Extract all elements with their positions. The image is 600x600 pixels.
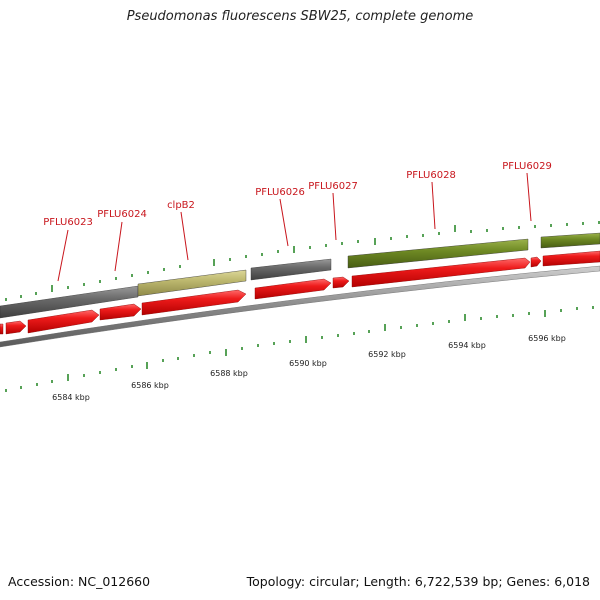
- cds-arrow-8[interactable]: [351, 257, 531, 288]
- accession-text: Accession: NC_012660: [8, 574, 151, 589]
- cds-arrows: [0, 250, 600, 335]
- pointer-clpb2: [180, 211, 189, 261]
- pointer-pflu6023: [57, 229, 69, 282]
- gene-pointer-lines: [57, 172, 532, 282]
- pointer-pflu6026: [279, 198, 289, 247]
- cds-arrow-1[interactable]: [0, 323, 4, 335]
- scale-label-6596: 6596 kbp: [528, 334, 566, 343]
- cds-arrow-2[interactable]: [5, 320, 27, 335]
- pointer-pflu6027: [332, 192, 337, 241]
- gene-bar-clpb2[interactable]: [137, 269, 247, 297]
- cds-arrow-10[interactable]: [542, 250, 600, 267]
- pointer-pflu6029: [526, 172, 532, 222]
- pointer-pflu6028: [431, 181, 436, 230]
- gene-bar-pflu6028[interactable]: [347, 238, 529, 269]
- cds-arrow-6[interactable]: [254, 278, 332, 300]
- gene-label-pflu6028[interactable]: PFLU6028: [406, 170, 456, 181]
- map-title: Pseudomonas fluorescens SBW25, complete …: [126, 9, 474, 24]
- genome-summary-text: Topology: circular; Length: 6,722,539 bp…: [246, 574, 590, 589]
- cds-arrow-7[interactable]: [332, 276, 350, 289]
- cds-arrow-5[interactable]: [141, 289, 247, 316]
- scale-label-6584: 6584 kbp: [52, 393, 90, 402]
- gene-label-pflu6029[interactable]: PFLU6029: [502, 161, 552, 172]
- cds-arrow-3[interactable]: [27, 309, 100, 334]
- scale-labels: 6584 kbp 6586 kbp 6588 kbp 6590 kbp 6592…: [52, 334, 566, 402]
- gene-bar-pflu6030[interactable]: [540, 232, 600, 249]
- scale-label-6586: 6586 kbp: [131, 381, 169, 390]
- scale-tick-row: [5, 306, 594, 392]
- gene-label-pflu6027[interactable]: PFLU6027: [308, 181, 358, 192]
- cds-arrow-4[interactable]: [99, 303, 142, 321]
- gene-label-pflu6026[interactable]: PFLU6026: [255, 187, 305, 198]
- scale-label-6592: 6592 kbp: [368, 350, 406, 359]
- gene-label-pflu6024[interactable]: PFLU6024: [97, 209, 147, 220]
- gene-bar-pflu6023[interactable]: [0, 285, 139, 319]
- outer-tick-row: [5, 221, 600, 301]
- gene-label-pflu6023[interactable]: PFLU6023: [43, 217, 93, 228]
- pointer-pflu6024: [114, 221, 123, 272]
- scale-label-6590: 6590 kbp: [289, 359, 327, 368]
- gene-label-clpb2[interactable]: clpB2: [167, 200, 195, 211]
- cds-arrow-9[interactable]: [530, 256, 542, 268]
- gene-labels: PFLU6023 PFLU6024 clpB2 PFLU6026 PFLU602…: [43, 161, 552, 228]
- scale-label-6588: 6588 kbp: [210, 369, 248, 378]
- gene-bar-pflu6026[interactable]: [250, 258, 332, 281]
- scale-label-6594: 6594 kbp: [448, 341, 486, 350]
- gene-bars: [0, 232, 600, 319]
- genome-backbone: [0, 265, 600, 348]
